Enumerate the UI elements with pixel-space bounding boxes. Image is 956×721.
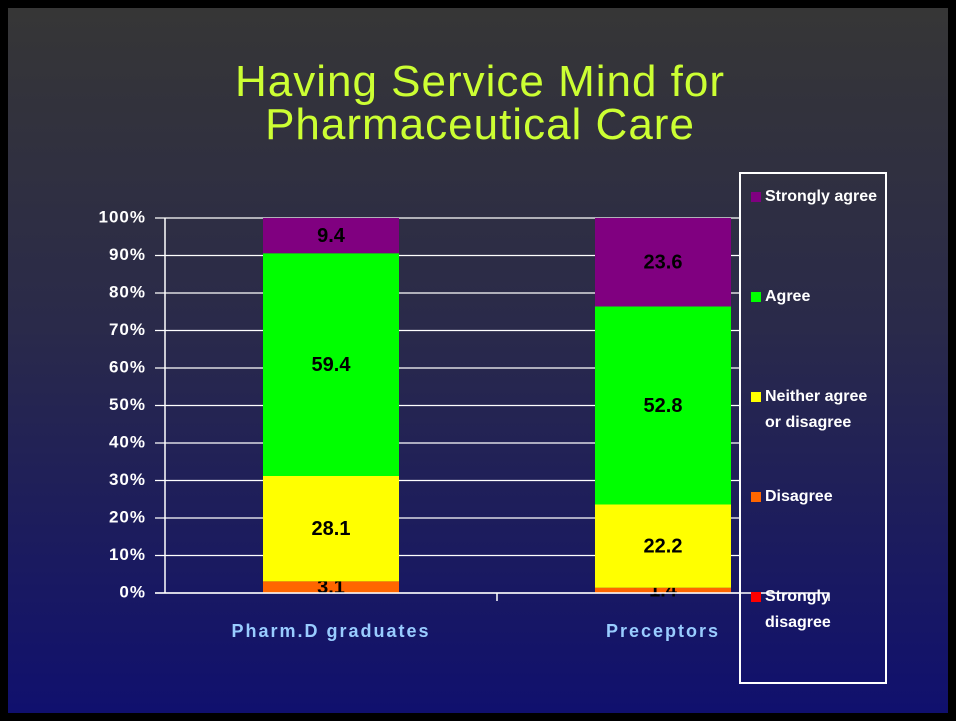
y-tick-label: 30%	[109, 470, 146, 489]
bar-segment	[595, 587, 731, 593]
chart-title: Having Service Mind for Pharmaceutical C…	[234, 57, 726, 149]
bar-segment	[595, 218, 731, 307]
y-tick-label: 90%	[109, 245, 146, 264]
data-label: 23.6	[644, 252, 683, 274]
bar-segment	[263, 253, 399, 476]
legend-item: Neither agree or disagree	[751, 384, 881, 436]
bar-segment	[263, 581, 399, 593]
legend-swatch	[751, 292, 761, 302]
data-label: 59.4	[312, 354, 352, 376]
y-tick-label: 80%	[109, 282, 146, 301]
data-label: 28.1	[312, 518, 351, 540]
y-tick-label: 0%	[119, 582, 146, 601]
legend-label: Neither agree or disagree	[765, 388, 868, 431]
legend-swatch	[751, 592, 761, 602]
y-tick-label: 40%	[109, 432, 146, 451]
y-tick-label: 50%	[109, 395, 146, 414]
data-label: 9.4	[317, 225, 346, 247]
x-tick-label: Pharm.D graduates	[231, 621, 430, 641]
legend-swatch	[751, 192, 761, 202]
legend-item: Agree	[751, 284, 881, 310]
y-tick-label: 10%	[109, 545, 146, 564]
legend: Strongly disagree Disagree Neither agree o…	[739, 172, 887, 684]
legend-item: Strongly agree	[751, 184, 881, 210]
legend-label: Strongly disagree	[765, 588, 831, 631]
legend-label: Agree	[765, 288, 811, 305]
y-tick-label: 60%	[109, 357, 146, 376]
bar-segment	[263, 218, 399, 254]
data-label: 52.8	[644, 395, 683, 417]
bar-segment	[595, 504, 731, 588]
legend-swatch	[751, 392, 761, 402]
y-tick-label: 100%	[99, 207, 146, 226]
y-tick-label: 70%	[109, 320, 146, 339]
bar-segment	[263, 476, 399, 582]
data-label: 22.2	[644, 535, 683, 557]
legend-swatch	[751, 492, 761, 502]
y-tick-label: 20%	[109, 507, 146, 526]
x-tick-label: Preceptors	[606, 621, 720, 641]
legend-item: Strongly disagree	[751, 584, 881, 636]
legend-item: Disagree	[751, 484, 881, 510]
legend-label: Disagree	[765, 488, 833, 505]
bar-segment	[595, 306, 731, 505]
legend-label: Strongly agree	[765, 188, 878, 205]
